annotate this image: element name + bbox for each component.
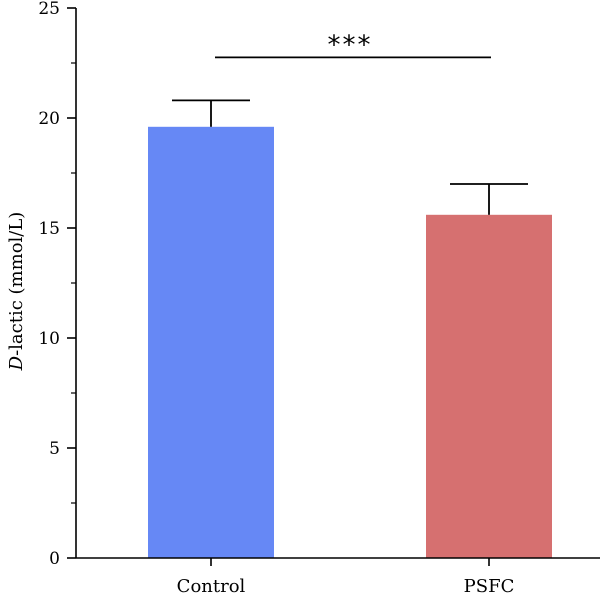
x-axis: Control PSFC — [76, 557, 600, 597]
y-tick-label: 15 — [38, 219, 60, 239]
y-tick-label: 5 — [49, 439, 60, 459]
y-axis: 0 5 10 15 20 25 — [38, 0, 77, 569]
x-tick-label: Control — [177, 576, 246, 597]
y-tick-label: 20 — [38, 109, 60, 129]
y-tick-label: 10 — [38, 329, 60, 349]
significance-annotation: *** — [215, 30, 491, 60]
y-axis-title-rest: -lactic (mmol/L) — [6, 212, 27, 356]
y-axis-title: D-lactic (mmol/L) — [6, 212, 27, 372]
bar-control — [148, 126, 274, 559]
bars — [148, 126, 552, 559]
bar-psfc — [426, 214, 552, 559]
y-tick-label: 25 — [38, 0, 60, 19]
error-bars — [172, 99, 528, 215]
y-tick-label: 0 — [49, 549, 60, 569]
x-tick-label: PSFC — [464, 576, 515, 597]
y-axis-title-italic: D — [6, 355, 27, 371]
significance-label: *** — [328, 30, 373, 60]
